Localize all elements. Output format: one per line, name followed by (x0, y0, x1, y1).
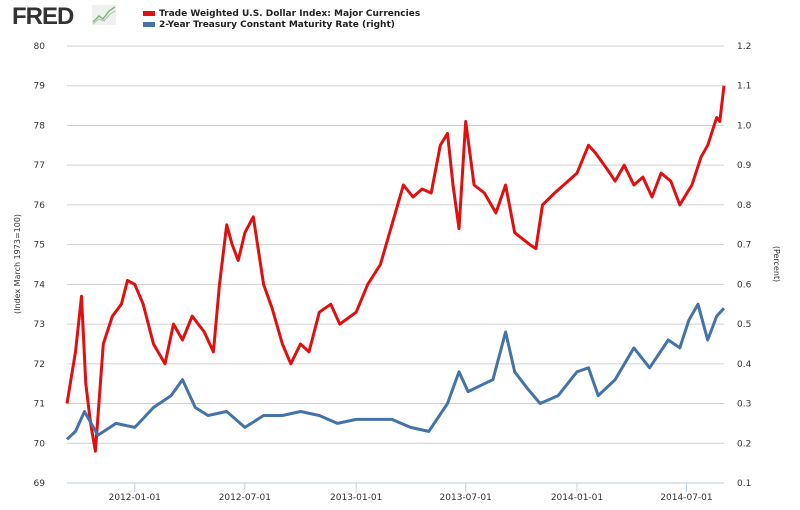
y-tick-label-right: 0.8 (737, 201, 752, 211)
y-tick-label-right: 0.6 (737, 280, 752, 290)
x-tick-label: 2014-01-01 (551, 493, 603, 503)
y-tick-label-right: 0.4 (737, 360, 752, 370)
legend-item-usd: Trade Weighted U.S. Dollar Index: Major … (143, 8, 420, 19)
legend-swatch-blue (143, 22, 155, 27)
y-tick-label-right: 1.2 (737, 42, 751, 52)
y-tick-label-right: 0.1 (737, 479, 751, 489)
x-tick-label: 2014-07-01 (660, 493, 712, 503)
y-tick-label-left: 71 (34, 400, 45, 410)
y-axis-label-left: (Index March 1973=100) (13, 214, 22, 314)
y-tick-label-left: 73 (34, 320, 45, 330)
y-tick-label-right: 0.7 (737, 241, 751, 251)
legend-swatch-red (143, 11, 155, 16)
y-tick-label-left: 70 (34, 439, 46, 449)
x-tick-label: 2013-07-01 (440, 493, 492, 503)
series-line-2yr-treasury (65, 302, 726, 441)
y-tick-label-left: 76 (34, 201, 46, 211)
y-tick-label-right: 1.1 (737, 82, 751, 92)
y-tick-label-left: 72 (34, 360, 45, 370)
y-axis-label-right: (Percent) (772, 246, 781, 282)
legend: Trade Weighted U.S. Dollar Index: Major … (143, 8, 420, 30)
fred-logo: FRED (12, 3, 74, 30)
y-tick-label-right: 0.3 (737, 400, 751, 410)
y-tick-label-left: 69 (34, 479, 46, 489)
x-tick-label: 2012-01-01 (109, 493, 161, 503)
y-tick-label-left: 78 (34, 121, 46, 131)
y-tick-label-left: 80 (34, 42, 46, 52)
y-tick-label-right: 0.9 (737, 161, 752, 171)
y-tick-label-left: 77 (34, 161, 45, 171)
legend-item-treasury: 2-Year Treasury Constant Maturity Rate (… (143, 19, 420, 30)
y-tick-label-right: 0.5 (737, 320, 751, 330)
y-tick-label-left: 75 (34, 241, 45, 251)
y-tick-label-right: 1.0 (737, 121, 752, 131)
y-tick-label-right: 0.2 (737, 439, 751, 449)
series-line-usd-index (65, 85, 726, 453)
chart-logo-icon (92, 5, 116, 25)
y-tick-label-left: 79 (34, 82, 46, 92)
x-tick-label: 2012-07-01 (219, 493, 271, 503)
x-tick-label: 2013-01-01 (330, 493, 382, 503)
y-tick-label-left: 74 (34, 280, 46, 290)
